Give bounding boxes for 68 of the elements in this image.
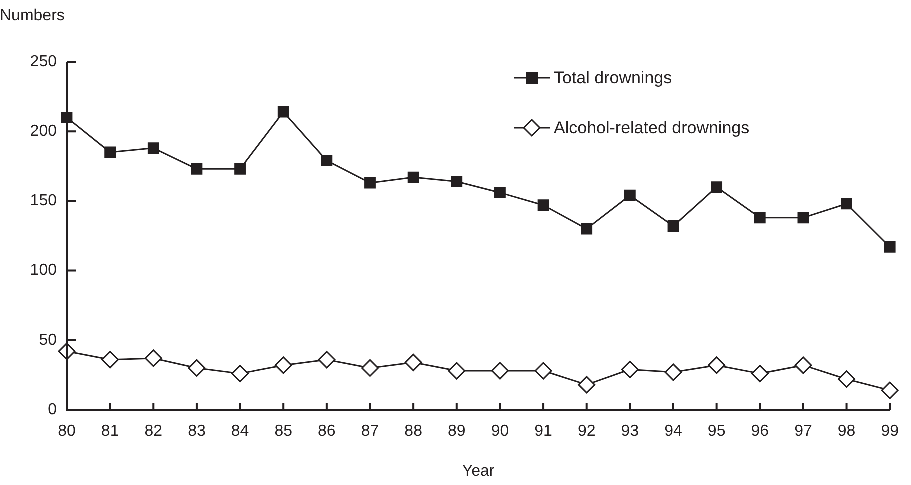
point [621, 360, 639, 378]
x-tick-label: 84 [231, 423, 250, 440]
y-tick-label: 100 [30, 262, 58, 280]
point [494, 187, 506, 199]
point [668, 220, 680, 232]
x-tick-label: 88 [404, 423, 423, 440]
x-tick-label: 89 [448, 423, 466, 440]
point [798, 212, 810, 224]
point [144, 350, 162, 368]
y-tick-label: 50 [39, 332, 58, 349]
x-tick-label: 85 [274, 423, 293, 440]
point [581, 223, 593, 235]
point [884, 241, 896, 253]
point [318, 351, 336, 369]
point [404, 354, 422, 372]
x-tick-label: 95 [708, 423, 726, 440]
x-tick-label: 90 [491, 423, 510, 440]
y-tick-label: 250 [30, 53, 58, 70]
x-tick-label: 83 [188, 423, 206, 440]
point [624, 190, 636, 202]
y-tick-label: 200 [30, 123, 58, 140]
point [148, 142, 160, 154]
legend-label: Alcohol-related drownings [554, 118, 750, 138]
x-tick-label: 82 [144, 423, 163, 440]
x-tick-label: 87 [361, 423, 380, 440]
point [232, 365, 250, 383]
point [711, 182, 723, 193]
point [234, 163, 246, 175]
point [188, 359, 206, 377]
point [451, 176, 463, 188]
point [841, 198, 852, 210]
point [408, 172, 420, 184]
x-tick-label: 97 [794, 423, 812, 440]
x-tick-label: 86 [318, 423, 336, 440]
x-tick-label: 81 [101, 423, 120, 440]
point [751, 365, 769, 383]
point [278, 106, 290, 118]
point [191, 163, 203, 175]
x-tick-label: 98 [838, 423, 856, 440]
point [534, 362, 552, 380]
x-axis-title: Year [462, 462, 496, 480]
y-axis-title: Numbers [0, 7, 65, 24]
x-tick-label: 93 [621, 423, 640, 440]
point [838, 370, 856, 388]
point [664, 364, 682, 382]
point [794, 356, 812, 374]
x-tick-label: 99 [881, 423, 900, 440]
point [274, 356, 292, 374]
x-tick-label: 94 [664, 423, 682, 440]
point [321, 155, 333, 167]
point [708, 356, 726, 374]
point [102, 351, 120, 369]
legend-label: Total drownings [554, 68, 672, 88]
x-tick-label: 92 [578, 423, 596, 440]
x-tick-label: 91 [534, 423, 553, 440]
point [491, 362, 509, 380]
x-tick-label: 96 [751, 423, 770, 440]
x-tick-label: 80 [58, 423, 76, 440]
y-tick-label: 0 [48, 401, 58, 418]
point [364, 177, 376, 189]
y-tick-label: 150 [30, 192, 58, 210]
point [448, 362, 466, 380]
point [104, 146, 116, 158]
point [881, 382, 899, 400]
point [578, 376, 596, 394]
point [754, 212, 766, 224]
point [362, 359, 379, 377]
point [538, 200, 550, 212]
